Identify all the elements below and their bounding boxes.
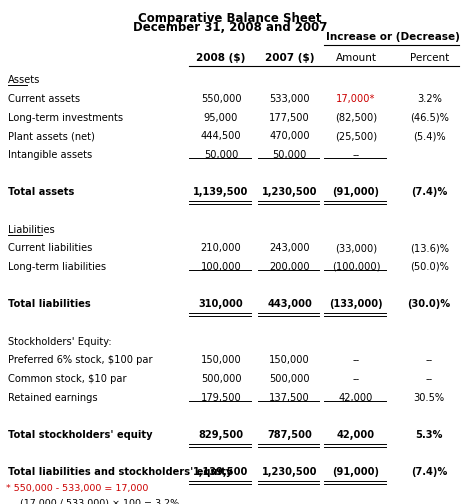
Text: --: -- (352, 355, 360, 365)
Text: 95,000: 95,000 (204, 112, 238, 122)
Text: 3.2%: 3.2% (417, 94, 442, 104)
Text: (91,000): (91,000) (332, 187, 380, 197)
Text: (5.4)%: (5.4)% (413, 131, 446, 141)
Text: Current liabilities: Current liabilities (8, 243, 92, 254)
Text: Total stockholders' equity: Total stockholders' equity (8, 430, 153, 440)
Text: Long-term liabilities: Long-term liabilities (8, 262, 106, 272)
Text: Assets: Assets (8, 75, 41, 85)
Text: 17,000*: 17,000* (336, 94, 376, 104)
Text: 443,000: 443,000 (267, 299, 312, 309)
Text: Common stock, $10 par: Common stock, $10 par (8, 374, 127, 384)
Text: --: -- (426, 355, 433, 365)
Text: (30.0)%: (30.0)% (408, 299, 451, 309)
Text: (17,000 / 533,000) × 100 = 3.2%: (17,000 / 533,000) × 100 = 3.2% (14, 499, 179, 504)
Text: Stockholders' Equity:: Stockholders' Equity: (8, 337, 112, 347)
Text: * 550,000 - 533,000 = 17,000: * 550,000 - 533,000 = 17,000 (6, 484, 148, 493)
Text: 1,230,500: 1,230,500 (262, 467, 318, 477)
Text: 2007 ($): 2007 ($) (265, 53, 314, 63)
Text: 550,000: 550,000 (201, 94, 241, 104)
Text: 444,500: 444,500 (201, 131, 241, 141)
Text: 500,000: 500,000 (269, 374, 310, 384)
Text: 30.5%: 30.5% (414, 393, 445, 403)
Text: Total liabilities and stockholders' equity: Total liabilities and stockholders' equi… (8, 467, 233, 477)
Text: 500,000: 500,000 (201, 374, 241, 384)
Text: --: -- (426, 374, 433, 384)
Text: 829,500: 829,500 (199, 430, 244, 440)
Text: 50,000: 50,000 (273, 150, 307, 160)
Text: 787,500: 787,500 (267, 430, 312, 440)
Text: Liabilities: Liabilities (8, 225, 55, 235)
Text: 42,000: 42,000 (337, 430, 375, 440)
Text: 5.3%: 5.3% (415, 430, 443, 440)
Text: 150,000: 150,000 (269, 355, 310, 365)
Text: (100,000): (100,000) (332, 262, 380, 272)
Text: Increase or (Decrease): Increase or (Decrease) (326, 32, 459, 42)
Text: Plant assets (net): Plant assets (net) (8, 131, 95, 141)
Text: (13.6)%: (13.6)% (410, 243, 449, 254)
Text: 150,000: 150,000 (201, 355, 241, 365)
Text: (25,500): (25,500) (335, 131, 377, 141)
Text: Retained earnings: Retained earnings (8, 393, 98, 403)
Text: 2008 ($): 2008 ($) (196, 53, 246, 63)
Text: (91,000): (91,000) (332, 467, 380, 477)
Text: (50.0)%: (50.0)% (410, 262, 448, 272)
Text: 200,000: 200,000 (269, 262, 310, 272)
Text: (133,000): (133,000) (329, 299, 383, 309)
Text: (7.4)%: (7.4)% (411, 467, 447, 477)
Text: 50,000: 50,000 (204, 150, 238, 160)
Text: 310,000: 310,000 (199, 299, 243, 309)
Text: 137,500: 137,500 (269, 393, 310, 403)
Text: 533,000: 533,000 (269, 94, 310, 104)
Text: 1,139,500: 1,139,500 (193, 467, 249, 477)
Text: --: -- (352, 150, 360, 160)
Text: Long-term investments: Long-term investments (8, 112, 123, 122)
Text: (33,000): (33,000) (335, 243, 377, 254)
Text: 100,000: 100,000 (201, 262, 241, 272)
Text: 470,000: 470,000 (269, 131, 310, 141)
Text: 42,000: 42,000 (339, 393, 373, 403)
Text: 177,500: 177,500 (269, 112, 310, 122)
Text: --: -- (352, 374, 360, 384)
Text: 243,000: 243,000 (269, 243, 310, 254)
Text: 1,230,500: 1,230,500 (262, 187, 318, 197)
Text: Comparative Balance Sheet: Comparative Balance Sheet (138, 12, 322, 25)
Text: 210,000: 210,000 (201, 243, 241, 254)
Text: Total liabilities: Total liabilities (8, 299, 91, 309)
Text: December 31, 2008 and 2007: December 31, 2008 and 2007 (133, 21, 328, 34)
Text: Percent: Percent (410, 53, 449, 63)
Text: 1,139,500: 1,139,500 (193, 187, 249, 197)
Text: (46.5)%: (46.5)% (410, 112, 448, 122)
Text: Current assets: Current assets (8, 94, 81, 104)
Text: Amount: Amount (336, 53, 376, 63)
Text: 179,500: 179,500 (201, 393, 241, 403)
Text: Total assets: Total assets (8, 187, 74, 197)
Text: Preferred 6% stock, $100 par: Preferred 6% stock, $100 par (8, 355, 153, 365)
Text: (82,500): (82,500) (335, 112, 377, 122)
Text: Intangible assets: Intangible assets (8, 150, 92, 160)
Text: (7.4)%: (7.4)% (411, 187, 447, 197)
